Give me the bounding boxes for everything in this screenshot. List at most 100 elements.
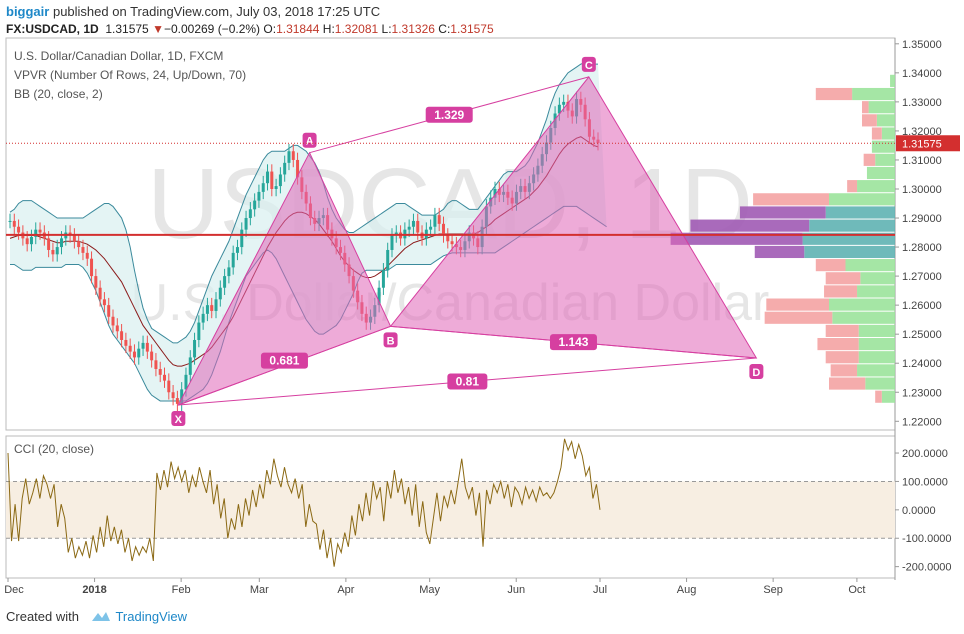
volume-profile-up-bar: [871, 140, 895, 153]
candle-body: [218, 287, 222, 300]
pattern-point-label: X: [175, 414, 183, 426]
candle-body: [411, 220, 415, 227]
pattern-point-label: A: [306, 136, 314, 148]
volume-profile-up-bar: [852, 87, 895, 101]
candle-body: [240, 229, 244, 248]
volume-profile-down-bar: [817, 337, 859, 351]
candle-body: [47, 238, 51, 250]
price-tick-label: 1.28000: [902, 242, 942, 254]
price-tick-label: 1.23000: [902, 387, 942, 399]
volume-profile-up-bar: [881, 390, 895, 403]
candle-body: [180, 389, 184, 404]
low-value: 1.31326: [391, 22, 435, 36]
volume-profile-down-bar: [847, 180, 858, 193]
candle-body: [8, 220, 12, 222]
candle-body: [493, 188, 497, 198]
candle-body: [12, 220, 16, 227]
tradingview-logo-icon: [90, 610, 112, 622]
cci-legend: CCI (20, close): [14, 442, 94, 456]
time-tick-label: Jun: [507, 584, 525, 596]
volume-profile-up-bar: [881, 127, 895, 140]
time-tick-label: 2018: [82, 584, 106, 596]
volume-profile-up-bar: [866, 166, 895, 180]
volume-profile-up-bar: [876, 114, 895, 127]
candle-body: [287, 151, 291, 163]
candle-body: [231, 252, 235, 268]
volume-profile-down-bar: [863, 153, 876, 166]
volume-profile-down-bar: [815, 87, 853, 101]
candle-body: [266, 171, 270, 184]
change-value: −0.00269 (−0.2%): [163, 22, 261, 36]
volume-profile-up-bar: [890, 74, 895, 87]
volume-profile-down-bar: [871, 127, 882, 140]
candle-body: [214, 299, 218, 311]
volume-profile-up-bar: [858, 324, 895, 337]
published-text: published on TradingView.com, July 03, 2…: [52, 4, 381, 19]
volume-profile-up-bar: [865, 377, 895, 390]
volume-profile-down-bar: [690, 219, 810, 232]
low-label: L:: [381, 22, 392, 36]
close-value: 1.31575: [450, 22, 494, 36]
price-tick-label: 1.30000: [902, 184, 942, 196]
volume-profile-up-bar: [857, 180, 895, 193]
volume-profile-up-bar: [809, 219, 895, 232]
candle-body: [248, 209, 252, 219]
author-name[interactable]: biggair: [6, 4, 50, 19]
high-label: H:: [322, 22, 335, 36]
publish-info: biggair published on TradingView.com, Ju…: [6, 4, 380, 19]
cci-tick-label: 100.0000: [902, 476, 948, 488]
volume-profile-down-bar: [825, 351, 859, 364]
candle-body: [132, 351, 136, 358]
volume-profile-up-bar: [860, 272, 895, 285]
candle-body: [446, 235, 450, 242]
candle-body: [291, 151, 295, 160]
price-tick-label: 1.31000: [902, 155, 942, 167]
candle-body: [416, 220, 420, 233]
volume-profile-down-bar: [815, 259, 846, 272]
time-tick-label: May: [419, 584, 440, 596]
candle-body: [274, 186, 278, 189]
candle-body: [377, 287, 381, 306]
volume-profile-down-bar: [862, 114, 877, 127]
candle-body: [51, 249, 55, 255]
volume-profile-down-bar: [830, 364, 858, 377]
open-label: O:: [263, 22, 277, 36]
candle-body: [235, 247, 239, 253]
candle-body: [55, 247, 59, 255]
candle-body: [29, 236, 33, 245]
pattern-point-label: D: [752, 367, 760, 379]
price-tick-label: 1.29000: [902, 213, 942, 225]
candle-body: [205, 305, 209, 314]
candle-body: [386, 249, 390, 271]
candle-body: [25, 238, 29, 245]
cci-tick-label: -200.0000: [902, 562, 952, 574]
volume-profile-down-bar: [766, 298, 829, 311]
time-tick-label: Apr: [337, 584, 354, 596]
last-price-badge-label: 1.31575: [902, 138, 942, 150]
tradingview-link[interactable]: TradingView: [115, 609, 187, 624]
time-tick-label: Jul: [593, 584, 607, 596]
candle-body: [283, 162, 287, 175]
cci-tick-label: 200.0000: [902, 448, 948, 460]
pattern-point-box: [581, 56, 596, 72]
time-tick-label: Feb: [172, 584, 191, 596]
candle-body: [175, 398, 179, 404]
volume-profile-down-bar: [739, 206, 826, 219]
pattern-point-box: [383, 332, 398, 348]
price-tick-label: 1.26000: [902, 300, 942, 312]
price-tick-label: 1.22000: [902, 416, 942, 428]
ohlc-bar: FX:USDCAD, 1D 1.31575 ▼−0.00269 (−0.2%) …: [6, 22, 494, 36]
candle-body: [17, 226, 21, 233]
price-tick-label: 1.25000: [902, 329, 942, 341]
footer: Created with TradingView: [6, 609, 187, 624]
candle-body: [145, 342, 149, 352]
volume-profile-up-bar: [829, 193, 895, 206]
candle-body: [60, 238, 64, 248]
candle-body: [390, 235, 394, 250]
open-value: 1.31844: [276, 22, 320, 36]
cci-tick-label: -100.0000: [902, 533, 952, 545]
close-label: C:: [438, 22, 451, 36]
candle-body: [34, 229, 38, 237]
candle-body: [111, 316, 115, 326]
